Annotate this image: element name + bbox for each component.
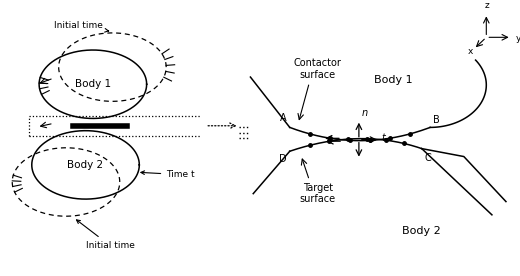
Text: n: n: [362, 108, 368, 118]
Text: B: B: [433, 115, 440, 125]
Text: Body 1: Body 1: [75, 79, 111, 89]
Text: C: C: [424, 153, 431, 163]
Text: z: z: [485, 1, 489, 10]
Text: Initial time: Initial time: [54, 21, 109, 32]
Text: Time t: Time t: [141, 170, 195, 179]
Text: Contactor
surface: Contactor surface: [294, 58, 342, 80]
Text: D: D: [279, 154, 287, 164]
Text: Initial time: Initial time: [76, 220, 134, 250]
Text: Body 1: Body 1: [374, 75, 413, 85]
Text: x: x: [467, 47, 473, 56]
Text: t: t: [381, 132, 385, 142]
Text: Body 2: Body 2: [68, 160, 103, 170]
Text: A: A: [280, 113, 287, 123]
Text: Target
surface: Target surface: [300, 183, 336, 205]
Text: y: y: [516, 34, 520, 43]
Text: Body 2: Body 2: [402, 226, 441, 236]
